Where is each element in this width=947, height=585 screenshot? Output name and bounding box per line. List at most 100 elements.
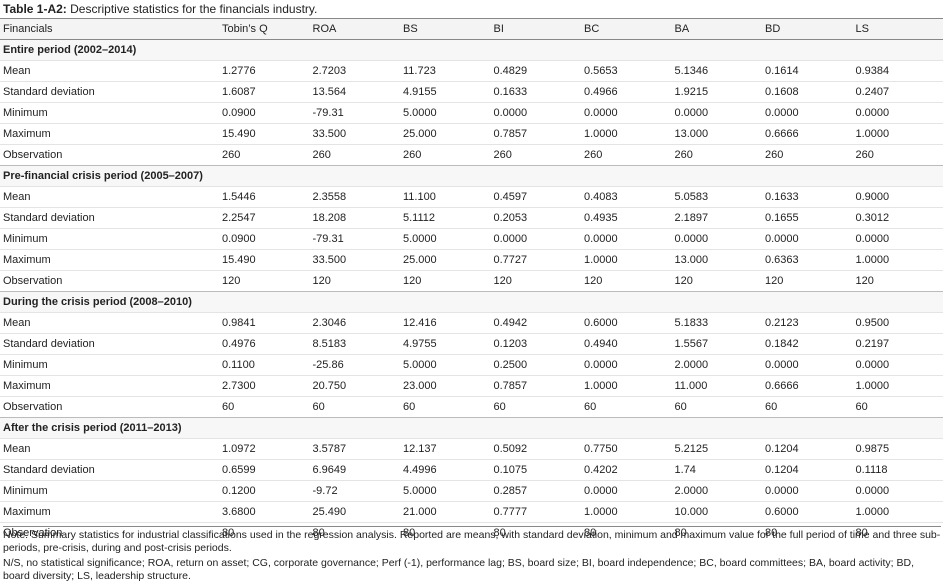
cell: 15.490 [219,123,310,145]
cell: 11.000 [671,375,762,397]
cell: 0.4083 [581,186,672,208]
cell: 60 [671,396,762,418]
cell: 0.0900 [219,102,310,124]
cell: 8.5183 [309,333,400,355]
cell: 1.0000 [581,123,672,145]
column-header: Tobin’s Q [219,18,310,40]
cell: 0.1655 [762,207,853,229]
table-caption: Descriptive statistics for the financial… [70,2,318,16]
cell: 1.0000 [581,249,672,271]
cell: -9.72 [309,480,400,502]
row-label: Minimum [0,354,219,376]
data-row: Mean 1.5446 2.3558 11.100 0.4597 0.4083 5.0583… [0,186,943,208]
cell: 0.1633 [490,81,581,103]
cell: 1.0000 [852,249,943,271]
cell: 60 [309,396,400,418]
column-header: ROA [309,18,400,40]
cell: 120 [581,270,672,292]
cell: 260 [309,144,400,166]
cell: 2.0000 [671,354,762,376]
cell: 3.5787 [309,438,400,460]
section-row: After the crisis period (2011–2013) [0,417,943,439]
note: Note: Summary statistics for industrial … [3,529,941,554]
data-row: Observation 60 60 60 60 60 60 60 60 [0,396,943,418]
cell: 0.7727 [490,249,581,271]
cell: -79.31 [309,102,400,124]
cell: 1.5567 [671,333,762,355]
cell: 0.0000 [581,480,672,502]
data-row: Standard deviation 0.4976 8.5183 4.9755 0.12… [0,333,943,355]
cell: 0.2407 [852,81,943,103]
column-header: BD [762,18,853,40]
cell: 2.0000 [671,480,762,502]
cell: 5.0000 [400,228,491,250]
cell: 60 [400,396,491,418]
cell: 2.1897 [671,207,762,229]
data-row: Maximum 15.490 33.500 25.000 0.7727 1.0000 13.… [0,249,943,271]
cell: 260 [671,144,762,166]
section-row: Entire period (2002–2014) [0,39,943,61]
cell: 0.1608 [762,81,853,103]
cell: 0.1100 [219,354,310,376]
cell: 80 [852,522,943,543]
cell: 120 [490,270,581,292]
section-heading: Pre-financial crisis period (2005–2007) [0,165,943,187]
cell: 0.3012 [852,207,943,229]
cell: 0.1204 [762,459,853,481]
cell: 1.0000 [852,501,943,523]
cell: 0.4597 [490,186,581,208]
cell: 120 [671,270,762,292]
data-row: Minimum 0.0900 -79.31 5.0000 0.0000 0.0000 0.0… [0,102,943,124]
cell: 0.1842 [762,333,853,355]
cell: 33.500 [309,249,400,271]
cell: 0.1614 [762,60,853,82]
cell: 0.4966 [581,81,672,103]
cell: 5.1346 [671,60,762,82]
cell: 0.0000 [671,102,762,124]
section-heading: After the crisis period (2011–2013) [0,417,943,439]
row-label: Observation [0,270,219,292]
cell: 4.9155 [400,81,491,103]
cell: 5.1833 [671,312,762,334]
cell: 60 [219,396,310,418]
cell: 6.9649 [309,459,400,481]
cell: 0.0000 [762,354,853,376]
cell: 5.0000 [400,354,491,376]
cell: 260 [400,144,491,166]
cell: 1.0000 [581,375,672,397]
cell: 2.7300 [219,375,310,397]
table-label: Table 1-A2: [3,2,67,16]
cell: 5.0583 [671,186,762,208]
cell: 0.9384 [852,60,943,82]
cell: 2.3558 [309,186,400,208]
column-header: BI [490,18,581,40]
cell: 0.4940 [581,333,672,355]
cell: 2.2547 [219,207,310,229]
cell: 0.7777 [490,501,581,523]
data-row: Mean 1.0972 3.5787 12.137 0.5092 0.7750 5.2125… [0,438,943,460]
cell: 0.6666 [762,375,853,397]
data-row: Maximum 3.6800 25.490 21.000 0.7777 1.0000 10.… [0,501,943,523]
cell: 0.9875 [852,438,943,460]
row-label: Observation [0,522,219,543]
cell: 0.6000 [581,312,672,334]
data-row: Maximum 15.490 33.500 25.000 0.7857 1.0000 13.… [0,123,943,145]
row-label: Mean [0,60,219,82]
cell: 80 [490,522,581,543]
cell: 13.000 [671,249,762,271]
row-label: Observation [0,144,219,166]
cell: 0.5092 [490,438,581,460]
cell: 0.7857 [490,123,581,145]
cell: 120 [852,270,943,292]
cell: 80 [762,522,853,543]
cell: 5.0000 [400,480,491,502]
cell: 0.2053 [490,207,581,229]
row-label: Mean [0,312,219,334]
cell: 1.2776 [219,60,310,82]
row-label: Maximum [0,375,219,397]
header-row: Financials Tobin’s Q ROA BS BI BC BA BD LS [0,18,943,40]
cell: 0.7750 [581,438,672,460]
cell: 25.000 [400,249,491,271]
data-row: Minimum 0.1100 -25.86 5.0000 0.2500 0.0000 2.0… [0,354,943,376]
column-header: BC [581,18,672,40]
